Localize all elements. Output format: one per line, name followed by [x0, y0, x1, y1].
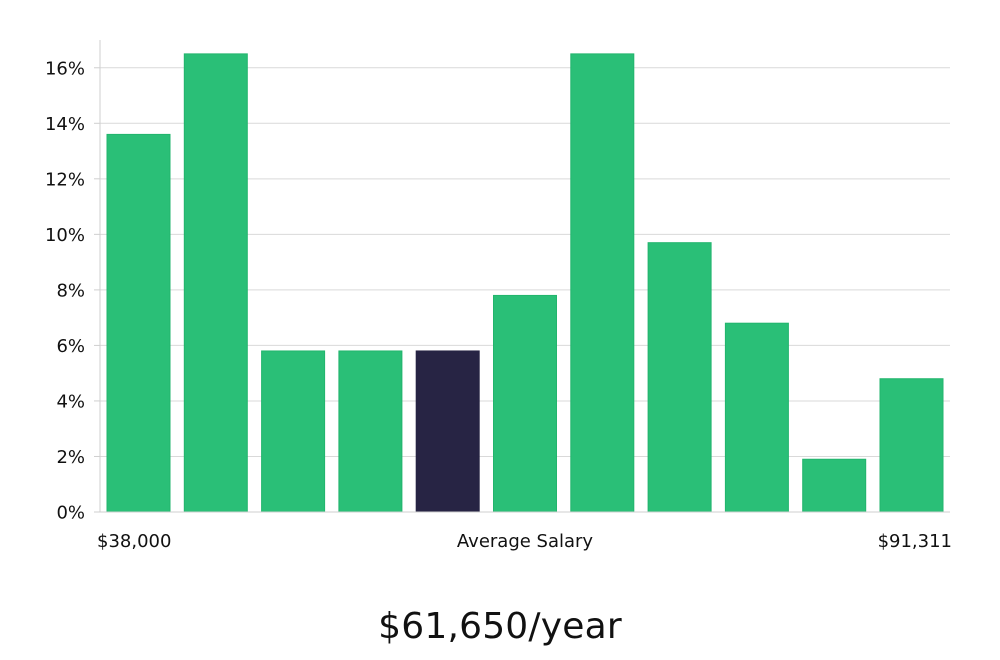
- y-tick-label-0: 0%: [56, 503, 85, 524]
- y-tick-label-8: 8%: [56, 280, 85, 301]
- bar-1: [183, 53, 248, 513]
- axes: [94, 40, 950, 513]
- bar-highlight-4: [415, 350, 480, 513]
- bar-8: [724, 322, 789, 513]
- bar-7: [647, 242, 712, 513]
- average-salary-value: $61,650/year: [378, 606, 622, 647]
- y-tick-label-6: 6%: [56, 336, 85, 357]
- y-tick-label-2: 2%: [56, 447, 85, 468]
- x-max-label: $91,311: [878, 531, 952, 552]
- bar-6: [570, 53, 635, 513]
- bar-9: [802, 458, 867, 513]
- bars: [106, 53, 944, 513]
- y-tick-label-10: 10%: [45, 225, 85, 246]
- axis-labels: $38,000 Average Salary $91,311 0% 2% 4% 6% 8…: [45, 58, 952, 552]
- bar-3: [338, 350, 403, 513]
- x-min-label: $38,000: [97, 531, 171, 552]
- bar-5: [493, 294, 557, 513]
- y-tick-label-4: 4%: [56, 391, 85, 412]
- bar-2: [261, 350, 326, 513]
- y-tick-label-12: 12%: [45, 169, 85, 190]
- y-tick-label-16: 16%: [45, 58, 85, 79]
- bar-0: [106, 133, 171, 513]
- x-axis-title: Average Salary: [457, 531, 594, 552]
- y-tick-label-14: 14%: [45, 114, 85, 135]
- bar-10: [879, 378, 944, 513]
